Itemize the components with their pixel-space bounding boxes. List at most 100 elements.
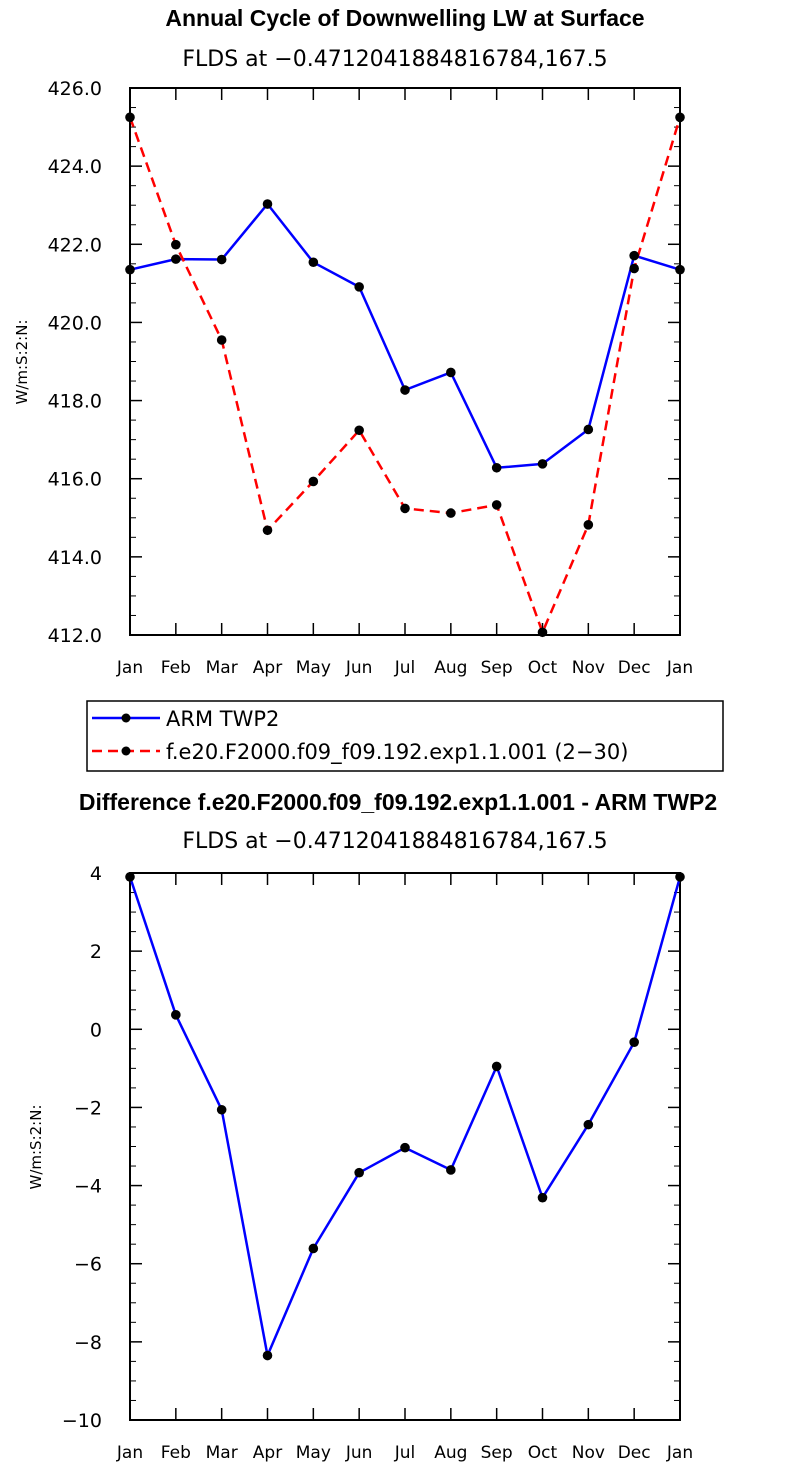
chart1-point-s0-11 [629, 250, 639, 261]
chart1-series-line-1 [128, 116, 682, 634]
chart1-point-s0-6 [400, 385, 410, 395]
chart2-ytick-label: 2 [90, 941, 102, 963]
chart2-point-s0-5 [354, 1167, 364, 1178]
chart1-point-s1-11 [629, 263, 639, 274]
chart2-point-s0-4 [308, 1243, 319, 1254]
legend: ARM TWP2 f.e20.F2000.f09_f09.192.exp1.1.… [86, 700, 724, 772]
chart2-ytick-label: −8 [74, 1332, 102, 1354]
chart1-point-s0-12 [675, 264, 685, 275]
chart1-xtick-label: Jan [666, 658, 693, 678]
chart2-xtick-label: Apr [253, 1443, 282, 1463]
chart2-point-s0-12 [675, 872, 685, 882]
chart2-point-s0-10 [583, 1119, 594, 1130]
legend-marker-arm [121, 713, 131, 723]
chart2-xtick-label: Oct [528, 1443, 558, 1463]
chart2-point-s0-9 [537, 1192, 548, 1203]
legend-box [86, 700, 724, 772]
chart1-point-s1-9 [537, 627, 548, 638]
chart2-point-s0-7 [446, 1165, 456, 1175]
chart1-point-s0-10 [583, 424, 594, 435]
chart1-point-s0-1 [171, 254, 181, 264]
chart1-point-s1-5 [354, 425, 364, 436]
chart1-plot-frame [129, 87, 681, 636]
chart2-point-s0-6 [400, 1142, 410, 1153]
legend-label-model: f.e20.F2000.f09_f09.192.exp1.1.001 (2−30… [166, 740, 628, 765]
chart1-ylabel: W/m:S:2:N: [13, 320, 31, 405]
chart1-point-s1-3 [262, 525, 273, 536]
chart1-ytick-label: 418.0 [48, 391, 102, 413]
chart2-ytick-label: −10 [62, 1410, 102, 1432]
chart1-point-s1-7 [446, 508, 456, 518]
chart1-subtitle: FLDS at −0.4712041884816784,167.5 [182, 47, 607, 72]
chart2-point-s0-3 [262, 1350, 273, 1361]
chart1-ytick-label: 412.0 [48, 625, 102, 647]
chart1-point-s0-5 [354, 282, 364, 292]
chart2-title: Difference f.e20.F2000.f09_f09.192.exp1.… [79, 789, 717, 815]
chart1-point-s0-8 [491, 462, 502, 473]
chart2-subtitle: FLDS at −0.4712041884816784,167.5 [182, 829, 607, 854]
chart2-xtick-label: Jun [345, 1443, 373, 1463]
chart1-series-line-0 [129, 202, 681, 470]
chart1-point-s1-8 [491, 500, 502, 510]
chart-annual-cycle: Annual Cycle of Downwelling LW at Surfac… [13, 5, 693, 678]
chart2-point-s0-2 [216, 1104, 227, 1115]
chart1-ytick-label: 422.0 [48, 234, 102, 256]
legend-label-arm: ARM TWP2 [166, 707, 279, 731]
chart2-point-s0-11 [629, 1037, 639, 1047]
chart-difference: Difference f.e20.F2000.f09_f09.192.exp1.… [27, 789, 717, 1463]
chart1-xtick-label: Oct [528, 658, 558, 678]
chart2-xtick-label: Jan [666, 1443, 693, 1463]
chart1-point-s0-4 [308, 257, 319, 268]
chart1-point-s1-12 [675, 112, 685, 123]
chart2-point-s0-8 [491, 1061, 502, 1072]
chart2-xtick-label: May [296, 1443, 331, 1463]
chart1-point-s1-1 [171, 239, 181, 250]
chart1-xtick-label: Nov [572, 658, 605, 678]
chart1-xtick-label: Aug [434, 658, 467, 678]
chart1-xtick-label: Jul [394, 658, 416, 678]
chart1-point-s0-2 [216, 254, 227, 265]
chart1-point-s1-4 [308, 476, 319, 487]
chart1-xtick-label: May [296, 658, 331, 678]
chart2-ytick-label: 4 [90, 863, 102, 885]
chart1-point-s1-0 [125, 112, 135, 123]
chart1-xtick-label: Apr [253, 658, 282, 678]
chart1-xtick-label: Dec [618, 658, 651, 678]
chart2-xtick-label: Mar [206, 1443, 238, 1463]
chart1-title: Annual Cycle of Downwelling LW at Surfac… [165, 5, 644, 31]
chart1-ytick-label: 426.0 [48, 78, 102, 100]
chart2-xtick-label: Dec [618, 1443, 651, 1463]
chart2-ytick-label: −4 [74, 1176, 102, 1198]
chart1-ytick-label: 420.0 [48, 312, 102, 334]
chart1-xtick-label: Mar [206, 658, 238, 678]
chart2-point-s0-0 [125, 872, 135, 882]
chart2-ytick-label: −6 [74, 1254, 102, 1276]
chart1-point-s0-9 [537, 459, 548, 469]
chart1-ytick-label: 416.0 [48, 469, 102, 491]
chart1-point-s1-10 [583, 520, 594, 530]
chart1-xtick-label: Jun [345, 658, 373, 678]
chart1-point-s0-3 [262, 199, 273, 209]
chart2-ylabel: W/m:S:2:N: [27, 1105, 45, 1190]
chart1-xtick-label: Feb [161, 658, 191, 678]
chart1-point-s0-0 [125, 264, 135, 275]
chart2-ytick-label: −2 [74, 1097, 102, 1119]
chart1-ytick-label: 414.0 [48, 547, 102, 569]
legend-marker-model [121, 746, 131, 756]
chart2-ytick-label: 0 [90, 1019, 102, 1041]
chart2-xtick-label: Aug [434, 1443, 467, 1463]
chart2-xtick-label: Jul [394, 1443, 416, 1463]
chart2-xtick-label: Feb [161, 1443, 191, 1463]
chart2-xtick-label: Sep [481, 1443, 513, 1463]
chart1-xtick-label: Sep [481, 658, 513, 678]
chart2-xtick-label: Jan [116, 1443, 143, 1463]
chart2-series-line-0 [128, 876, 682, 1357]
chart1-ytick-label: 424.0 [48, 156, 102, 178]
chart1-point-s1-6 [400, 503, 410, 514]
chart2-point-s0-1 [171, 1010, 181, 1020]
chart1-point-s1-2 [216, 335, 227, 345]
chart1-xtick-label: Jan [116, 658, 143, 678]
chart1-point-s0-7 [446, 367, 456, 378]
chart2-xtick-label: Nov [572, 1443, 605, 1463]
